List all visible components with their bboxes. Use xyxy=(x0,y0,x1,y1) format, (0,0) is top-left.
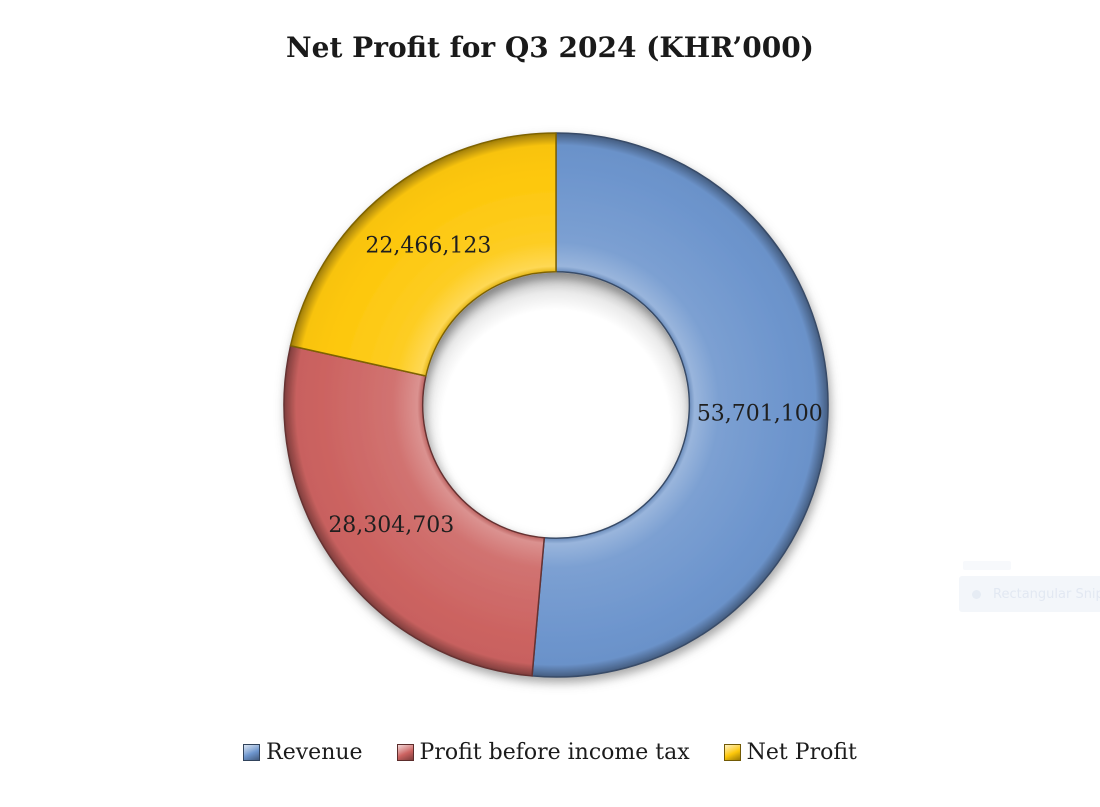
legend-item-net-profit[interactable]: Net Profit xyxy=(723,740,857,765)
legend-label-revenue: Revenue xyxy=(266,740,363,765)
rectangular-snip-menu-item[interactable]: Rectangular Snip xyxy=(959,576,1100,612)
legend-swatch-revenue xyxy=(243,744,261,761)
snip-mode-icon xyxy=(972,589,981,599)
legend-label-profit-before-income-tax: Profit before income tax xyxy=(419,740,690,765)
slice-label-revenue: 53,701,100 xyxy=(697,402,823,427)
chart-title: Net Profit for Q3 2024 (KHR’000) xyxy=(286,31,814,64)
legend-item-profit-before-income-tax[interactable]: Profit before income tax xyxy=(396,740,690,765)
slice-profit-before-income-tax[interactable] xyxy=(283,344,546,677)
snip-toolbar-fragment xyxy=(963,561,1011,570)
legend-label-net-profit: Net Profit xyxy=(746,740,857,765)
slice-net-profit[interactable] xyxy=(289,132,557,377)
legend-swatch-profit-before-income-tax xyxy=(396,744,414,761)
slice-label-profit-before-income-tax: 28,304,703 xyxy=(328,513,454,538)
slice-revenue[interactable] xyxy=(531,132,829,678)
legend-swatch-net-profit xyxy=(723,744,741,761)
legend-item-revenue[interactable]: Revenue xyxy=(243,740,363,765)
rectangular-snip-label: Rectangular Snip xyxy=(993,586,1100,602)
slice-label-net-profit: 22,466,123 xyxy=(365,233,491,258)
chart-legend: Revenue Profit before income tax Net Profi… xyxy=(0,740,1100,765)
donut-hole xyxy=(423,272,689,538)
